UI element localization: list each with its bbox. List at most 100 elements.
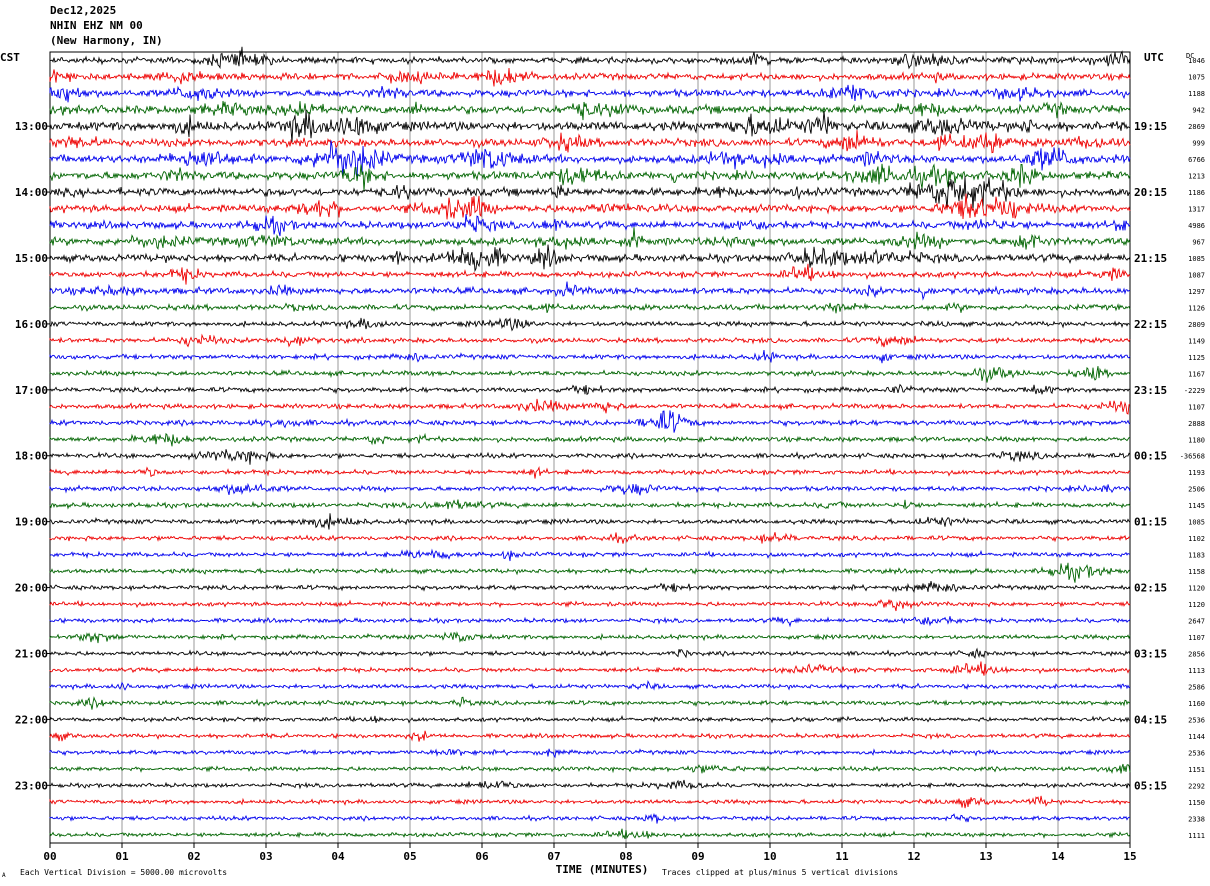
hour-label-right: 01:15	[1134, 516, 1167, 529]
x-tick-label: 06	[475, 850, 489, 863]
seismic-trace	[49, 714, 1131, 724]
dc-offset-label: 2506	[1188, 486, 1205, 494]
seismic-trace	[49, 383, 1131, 396]
dc-offset-label: 1107	[1188, 403, 1205, 411]
dc-offset-label: 1120	[1188, 585, 1205, 593]
seismic-trace	[49, 244, 1131, 273]
dc-offset-label: 1297	[1188, 288, 1205, 296]
hour-label-right: 04:15	[1134, 713, 1167, 726]
dc-offset-label: 2869	[1188, 123, 1205, 131]
dc-offset-label: 1180	[1188, 436, 1205, 444]
seismic-trace	[49, 581, 1131, 593]
x-tick-label: 10	[763, 850, 776, 863]
seismic-trace	[49, 696, 1131, 710]
dc-offset-label: 1317	[1188, 206, 1205, 214]
corner-mark: A	[2, 872, 6, 879]
seismic-trace	[49, 631, 1131, 644]
seismic-trace	[49, 366, 1131, 383]
hour-label-left: 23:00	[15, 779, 48, 792]
hour-label-left: 13:00	[15, 120, 48, 133]
dc-offset-label: 2856	[1188, 650, 1205, 658]
dc-offset-label: 2586	[1188, 683, 1205, 691]
dc-offset-label: -2229	[1184, 387, 1205, 395]
seismic-trace	[49, 410, 1131, 433]
seismic-trace	[49, 748, 1131, 759]
dc-offset-label: 1113	[1188, 667, 1205, 675]
dc-offset-label: 2338	[1188, 815, 1205, 823]
seismic-trace	[49, 109, 1131, 143]
seismic-trace	[49, 779, 1131, 790]
seismic-trace	[49, 548, 1131, 562]
dc-offset-label: 1126	[1188, 304, 1205, 312]
seismic-trace	[49, 227, 1131, 250]
seismic-trace	[49, 84, 1131, 103]
seismic-trace	[49, 100, 1131, 121]
dc-offset-label: 1183	[1188, 552, 1205, 560]
dc-offset-label: 1158	[1188, 568, 1205, 576]
dc-offset-label: 4986	[1188, 222, 1205, 230]
x-tick-label: 14	[1051, 850, 1065, 863]
seismic-trace	[49, 317, 1131, 332]
hour-label-left: 19:00	[15, 516, 48, 529]
seismic-trace	[49, 499, 1131, 510]
seismic-trace	[49, 828, 1131, 840]
dc-offset-label: 1144	[1188, 733, 1205, 741]
seismic-trace	[49, 513, 1131, 530]
x-tick-label: 03	[259, 850, 272, 863]
x-tick-label: 08	[619, 850, 632, 863]
x-tick-label: 01	[115, 850, 129, 863]
seismic-trace	[49, 130, 1131, 154]
seismic-trace	[49, 193, 1131, 220]
dc-offset-label: 1075	[1188, 74, 1205, 82]
seismic-trace	[49, 647, 1131, 660]
hour-label-left: 20:00	[15, 582, 48, 595]
dc-offset-label: 1102	[1188, 535, 1205, 543]
seismic-trace	[49, 163, 1131, 192]
dc-offset-label: 1085	[1188, 519, 1205, 527]
dc-offset-label: 2536	[1188, 716, 1205, 724]
seismic-trace	[49, 661, 1130, 676]
seismic-trace	[49, 482, 1131, 496]
dc-offset-label: 1167	[1188, 370, 1205, 378]
seismic-trace	[49, 763, 1131, 775]
seismic-trace	[49, 598, 1131, 612]
seismic-trace	[49, 67, 1131, 87]
dc-offset-label: 942	[1192, 107, 1205, 115]
seismic-trace	[49, 730, 1131, 742]
hour-label-right: 23:15	[1134, 384, 1167, 397]
dc-offset-label: 1111	[1188, 832, 1205, 840]
x-tick-label: 09	[691, 850, 704, 863]
seismic-trace	[49, 263, 1131, 285]
seismic-trace	[49, 562, 1131, 583]
dc-offset-label: 1125	[1188, 354, 1205, 362]
hour-label-left: 17:00	[15, 384, 48, 397]
clip-note: Traces clipped at plus/minus 5 vertical …	[662, 868, 899, 877]
seismic-trace	[49, 813, 1131, 824]
hour-label-left: 18:00	[15, 450, 48, 463]
hour-label-left: 21:00	[15, 647, 48, 660]
hour-label-right: 00:15	[1134, 450, 1167, 463]
x-tick-label: 07	[547, 850, 560, 863]
plot-frame	[49, 51, 1131, 844]
seismic-trace	[49, 176, 1131, 211]
dc-offset-label: 1085	[1188, 255, 1205, 263]
dc-offset-label: 1186	[1188, 189, 1205, 197]
x-tick-label: 02	[187, 850, 200, 863]
seismic-trace	[49, 46, 1131, 70]
dc-offset-label: 1188	[1188, 90, 1205, 98]
hour-label-left: 14:00	[15, 186, 48, 199]
hour-label-right: 21:15	[1134, 252, 1167, 265]
hour-label-left: 15:00	[15, 252, 48, 265]
right-axis-label: UTC	[1144, 51, 1164, 64]
x-tick-label: 00	[43, 850, 56, 863]
seismic-trace	[49, 301, 1131, 314]
hour-label-right: 02:15	[1134, 582, 1167, 595]
seismic-trace	[49, 616, 1131, 628]
dc-offset-label: 2647	[1188, 618, 1205, 626]
header-station: NHIN EHZ NM 00	[50, 19, 143, 32]
seismic-trace	[49, 465, 1131, 479]
seismic-trace	[49, 281, 1131, 301]
hour-label-right: 05:15	[1134, 779, 1167, 792]
dc-offset-label: 2292	[1188, 782, 1205, 790]
left-axis-label: CST	[0, 51, 20, 64]
